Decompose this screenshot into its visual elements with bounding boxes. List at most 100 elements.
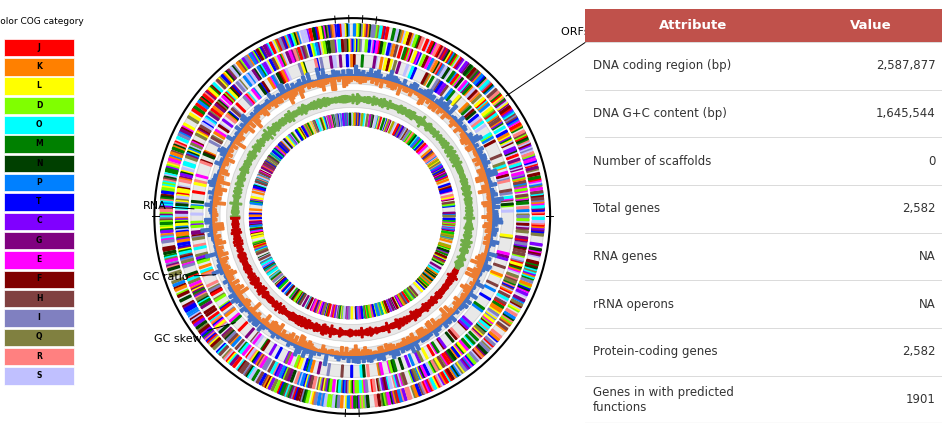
Wedge shape [215, 241, 226, 245]
Wedge shape [478, 322, 487, 331]
Wedge shape [460, 132, 465, 137]
Wedge shape [463, 187, 470, 191]
Wedge shape [360, 24, 363, 36]
Wedge shape [213, 216, 215, 219]
Text: L: L [36, 81, 42, 90]
Wedge shape [321, 302, 325, 314]
Wedge shape [405, 85, 407, 88]
Wedge shape [218, 100, 228, 109]
Wedge shape [467, 205, 471, 207]
Wedge shape [270, 271, 280, 279]
Wedge shape [204, 92, 214, 102]
Wedge shape [301, 346, 305, 350]
Wedge shape [529, 182, 542, 186]
Wedge shape [297, 48, 303, 59]
Wedge shape [327, 364, 330, 375]
Wedge shape [269, 127, 275, 133]
Wedge shape [530, 187, 543, 191]
Wedge shape [449, 121, 456, 127]
Wedge shape [260, 356, 268, 368]
Wedge shape [385, 325, 387, 330]
Wedge shape [407, 387, 412, 399]
Wedge shape [311, 82, 315, 87]
Wedge shape [192, 237, 205, 240]
Wedge shape [255, 371, 263, 382]
Wedge shape [430, 298, 436, 304]
Wedge shape [298, 373, 303, 384]
FancyBboxPatch shape [4, 155, 74, 172]
Wedge shape [162, 239, 174, 243]
Wedge shape [350, 39, 352, 51]
Wedge shape [396, 295, 403, 306]
Wedge shape [489, 191, 495, 194]
Wedge shape [383, 80, 386, 83]
Wedge shape [434, 255, 446, 261]
Wedge shape [464, 298, 471, 305]
Wedge shape [270, 321, 278, 330]
Wedge shape [486, 179, 490, 182]
Wedge shape [464, 289, 469, 294]
Wedge shape [270, 300, 275, 304]
Wedge shape [433, 257, 445, 263]
Wedge shape [486, 252, 497, 257]
Wedge shape [472, 304, 483, 312]
Wedge shape [161, 206, 172, 209]
Wedge shape [268, 127, 276, 136]
Wedge shape [397, 390, 403, 402]
Wedge shape [462, 181, 467, 185]
Wedge shape [367, 365, 369, 377]
Wedge shape [422, 306, 426, 311]
Wedge shape [477, 344, 487, 354]
Wedge shape [368, 305, 371, 317]
Wedge shape [231, 211, 239, 213]
Wedge shape [347, 307, 348, 319]
Wedge shape [193, 317, 204, 325]
Wedge shape [233, 191, 242, 194]
Wedge shape [380, 378, 384, 390]
Wedge shape [317, 99, 322, 108]
Wedge shape [227, 147, 230, 151]
Wedge shape [184, 302, 195, 309]
Wedge shape [223, 73, 231, 83]
Wedge shape [291, 289, 299, 299]
Wedge shape [339, 306, 342, 318]
Wedge shape [491, 228, 498, 231]
Wedge shape [367, 25, 370, 37]
Wedge shape [285, 368, 290, 380]
Wedge shape [358, 330, 360, 336]
Wedge shape [234, 243, 243, 246]
Wedge shape [463, 246, 467, 248]
Wedge shape [378, 41, 382, 54]
Wedge shape [510, 263, 522, 268]
Wedge shape [256, 248, 268, 253]
Wedge shape [198, 323, 208, 332]
Wedge shape [471, 94, 482, 104]
Wedge shape [212, 189, 215, 192]
Wedge shape [441, 288, 446, 292]
Wedge shape [235, 138, 240, 143]
Wedge shape [424, 122, 426, 126]
Wedge shape [186, 305, 196, 312]
Wedge shape [169, 158, 181, 164]
Wedge shape [213, 221, 214, 223]
Wedge shape [251, 151, 256, 155]
Wedge shape [519, 283, 530, 289]
Wedge shape [163, 247, 175, 251]
Wedge shape [349, 351, 352, 356]
Wedge shape [181, 172, 192, 176]
Wedge shape [266, 266, 276, 273]
Wedge shape [245, 161, 251, 165]
Wedge shape [179, 179, 191, 184]
Wedge shape [195, 292, 207, 299]
Wedge shape [361, 327, 363, 338]
Wedge shape [530, 184, 542, 188]
Wedge shape [467, 220, 471, 222]
Wedge shape [223, 266, 230, 271]
Wedge shape [326, 351, 328, 353]
Wedge shape [263, 133, 269, 140]
Wedge shape [257, 66, 265, 77]
Wedge shape [484, 259, 488, 263]
Wedge shape [491, 206, 500, 209]
Wedge shape [355, 24, 357, 36]
Wedge shape [258, 84, 267, 95]
